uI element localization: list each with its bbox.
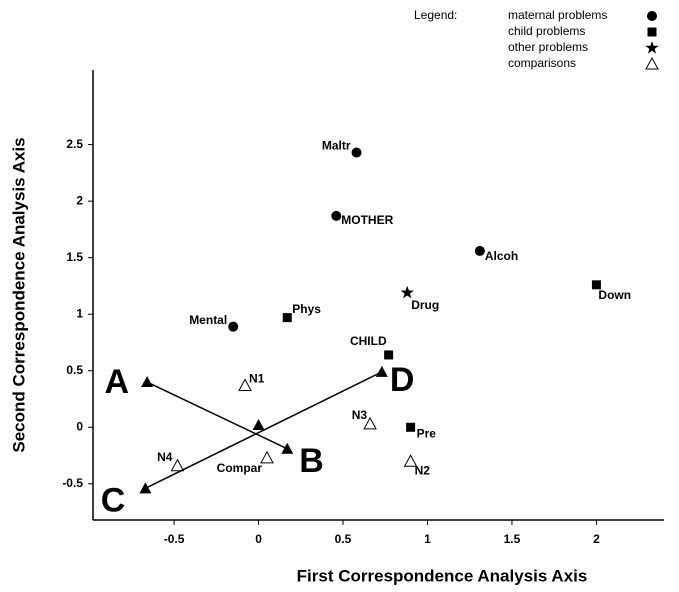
point: [282, 313, 292, 323]
endpoint: [141, 376, 154, 388]
endpoint-label: C: [101, 481, 126, 519]
point-label: Phys: [292, 302, 321, 316]
point-label: MOTHER: [341, 213, 393, 227]
point: [351, 147, 362, 158]
y-tick-label: 1: [76, 306, 83, 320]
y-tick-label: 2.5: [66, 137, 83, 151]
point: [363, 416, 377, 430]
x-tick-label: 1: [424, 532, 431, 546]
endpoint-label: B: [299, 442, 324, 480]
point-label: N1: [249, 372, 265, 386]
x-tick-label: 2: [593, 532, 600, 546]
y-tick-label: 0: [76, 419, 83, 433]
point: [260, 450, 274, 464]
point-label: N4: [157, 450, 173, 464]
point: [406, 422, 416, 432]
x-tick-label: 0.5: [335, 532, 352, 546]
vector-line: [145, 371, 383, 490]
point-label: Down: [598, 288, 631, 302]
endpoint-label: D: [390, 361, 415, 399]
legend-title: Legend:: [414, 8, 457, 22]
legend-marker: [647, 11, 657, 21]
point: [403, 454, 418, 467]
point-label: Drug: [411, 298, 439, 312]
x-axis-title: First Correspondence Analysis Axis: [297, 566, 588, 585]
endpoint-label: A: [104, 363, 129, 401]
point: [400, 285, 414, 299]
point: [170, 458, 185, 472]
endpoint: [281, 442, 294, 454]
x-tick-label: 1.5: [504, 532, 521, 546]
point-label: N3: [352, 408, 368, 422]
point-label: Alcoh: [485, 249, 518, 263]
point-label: N2: [415, 463, 431, 477]
point-label: Pre: [417, 426, 437, 440]
point-label: CHILD: [350, 334, 387, 348]
point: [591, 280, 601, 290]
point: [384, 350, 394, 360]
legend-marker: [647, 27, 657, 37]
vector-line: [146, 381, 288, 450]
y-tick-label: -0.5: [62, 476, 83, 490]
y-tick-label: 1.5: [66, 250, 83, 264]
legend-label: other problems: [508, 40, 588, 54]
x-tick-label: -0.5: [164, 532, 185, 546]
endpoint: [139, 482, 152, 494]
point: [331, 210, 342, 221]
y-axis-title: Second Correspondence Analysis Axis: [9, 137, 28, 452]
y-tick-label: 0.5: [66, 363, 83, 377]
endpoint: [375, 365, 388, 377]
point-label: Compar: [217, 461, 263, 475]
center-point: [252, 419, 265, 431]
legend-label: child problems: [508, 24, 585, 38]
legend-marker: [645, 56, 659, 70]
legend-label: maternal problems: [508, 8, 607, 22]
x-tick-label: 0: [255, 532, 262, 546]
point-label: Maltr: [322, 139, 351, 153]
point: [474, 245, 485, 256]
legend-label: comparisons: [508, 56, 576, 70]
legend-marker: [645, 41, 659, 54]
y-tick-label: 2: [76, 193, 83, 207]
point: [228, 321, 239, 332]
point-label: Mental: [189, 313, 227, 327]
point: [238, 378, 252, 391]
